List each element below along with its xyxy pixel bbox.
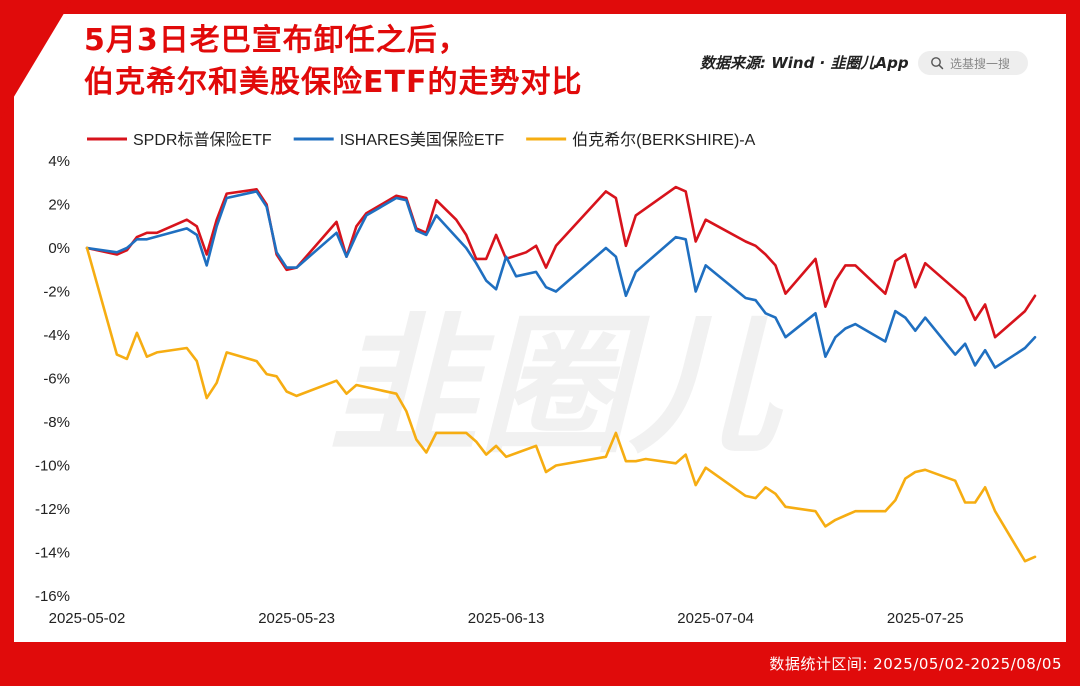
y-tick-label: -14% bbox=[35, 545, 70, 562]
title-line-1: 5月3日老巴宣布卸任之后， bbox=[84, 23, 469, 58]
frame-left-bar bbox=[0, 0, 14, 686]
data-source: 数据来源: Wind · 韭圈儿App bbox=[700, 52, 909, 73]
y-tick-label: -6% bbox=[43, 371, 70, 388]
footer-bar bbox=[0, 642, 1080, 686]
source-prefix: 数据来源: Wind · bbox=[700, 54, 831, 72]
watermark-text: 韭圈儿 bbox=[329, 300, 784, 474]
legend-label-1: ISHARES美国保险ETF bbox=[340, 131, 505, 149]
frame-right-bar bbox=[1066, 0, 1080, 686]
title-line-2: 伯克希尔和美股保险ETF的走势对比 bbox=[84, 65, 583, 100]
search-label: 选基搜一搜 bbox=[950, 56, 1011, 71]
page-title: 5月3日老巴宣布卸任之后， 伯克希尔和美股保险ETF的走势对比 bbox=[84, 20, 582, 104]
y-tick-label: 4% bbox=[48, 153, 70, 170]
series-line-1 bbox=[85, 190, 1037, 369]
corner-triangle bbox=[0, 0, 72, 120]
legend-label-2: 伯克希尔(BERKSHIRE)-A bbox=[572, 131, 755, 149]
series-line-0 bbox=[85, 185, 1037, 339]
x-tick-label: 2025-06-13 bbox=[468, 610, 545, 627]
y-tick-label: -8% bbox=[43, 414, 70, 431]
source-brand: 韭圈儿App bbox=[830, 54, 909, 72]
search-icon bbox=[931, 57, 944, 70]
x-tick-label: 2025-05-02 bbox=[49, 610, 126, 627]
x-tick-label: 2025-05-23 bbox=[258, 610, 335, 627]
line-chart: 韭圈儿 SPDR标普保险ETF ISHARES美国保险ETF 伯克希尔(BERKSHI… bbox=[35, 131, 1037, 627]
y-tick-label: 0% bbox=[48, 240, 70, 257]
footer-date-range: 数据统计区间: 2025/05/02-2025/08/05 bbox=[769, 655, 1062, 673]
frame-top-bar bbox=[0, 0, 1080, 14]
y-tick-label: -10% bbox=[35, 458, 70, 475]
y-tick-label: -12% bbox=[35, 501, 70, 518]
x-tick-label: 2025-07-04 bbox=[677, 610, 754, 627]
y-tick-label: 2% bbox=[48, 197, 70, 214]
y-tick-label: -4% bbox=[43, 327, 70, 344]
x-tick-label: 2025-07-25 bbox=[887, 610, 964, 627]
y-tick-label: -2% bbox=[43, 284, 70, 301]
y-tick-label: -16% bbox=[35, 588, 70, 605]
legend-label-0: SPDR标普保险ETF bbox=[133, 131, 272, 149]
search-fund-button[interactable]: 选基搜一搜 bbox=[918, 51, 1028, 75]
series-line-2 bbox=[85, 246, 1037, 563]
